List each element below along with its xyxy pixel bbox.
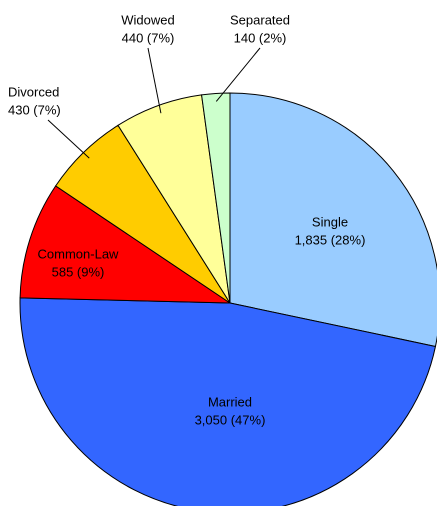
pie-slice: [19, 297, 437, 506]
leader-line: [147, 47, 162, 114]
pie-slice: [201, 92, 231, 304]
slice-label: Widowed: [121, 12, 174, 27]
slice-value-label: 3,050 (47%): [195, 412, 266, 427]
leader-line: [215, 47, 261, 102]
slice-label: Common-Law: [38, 246, 120, 261]
slice-label: Separated: [230, 12, 290, 27]
slice-value-label: 440 (7%): [122, 30, 175, 45]
slice-label: Married: [208, 394, 252, 409]
slice-value-label: 585 (9%): [52, 264, 105, 279]
leader-line: [47, 119, 90, 159]
pie-slice: [19, 185, 232, 304]
slice-label: Divorced: [8, 84, 59, 99]
slice-label: Single: [312, 214, 348, 229]
slice-value-label: 1,835 (28%): [295, 232, 366, 247]
slice-value-label: 140 (2%): [234, 30, 287, 45]
slice-value-label: 430 (7%): [8, 102, 61, 117]
pie-slice: [229, 92, 437, 348]
